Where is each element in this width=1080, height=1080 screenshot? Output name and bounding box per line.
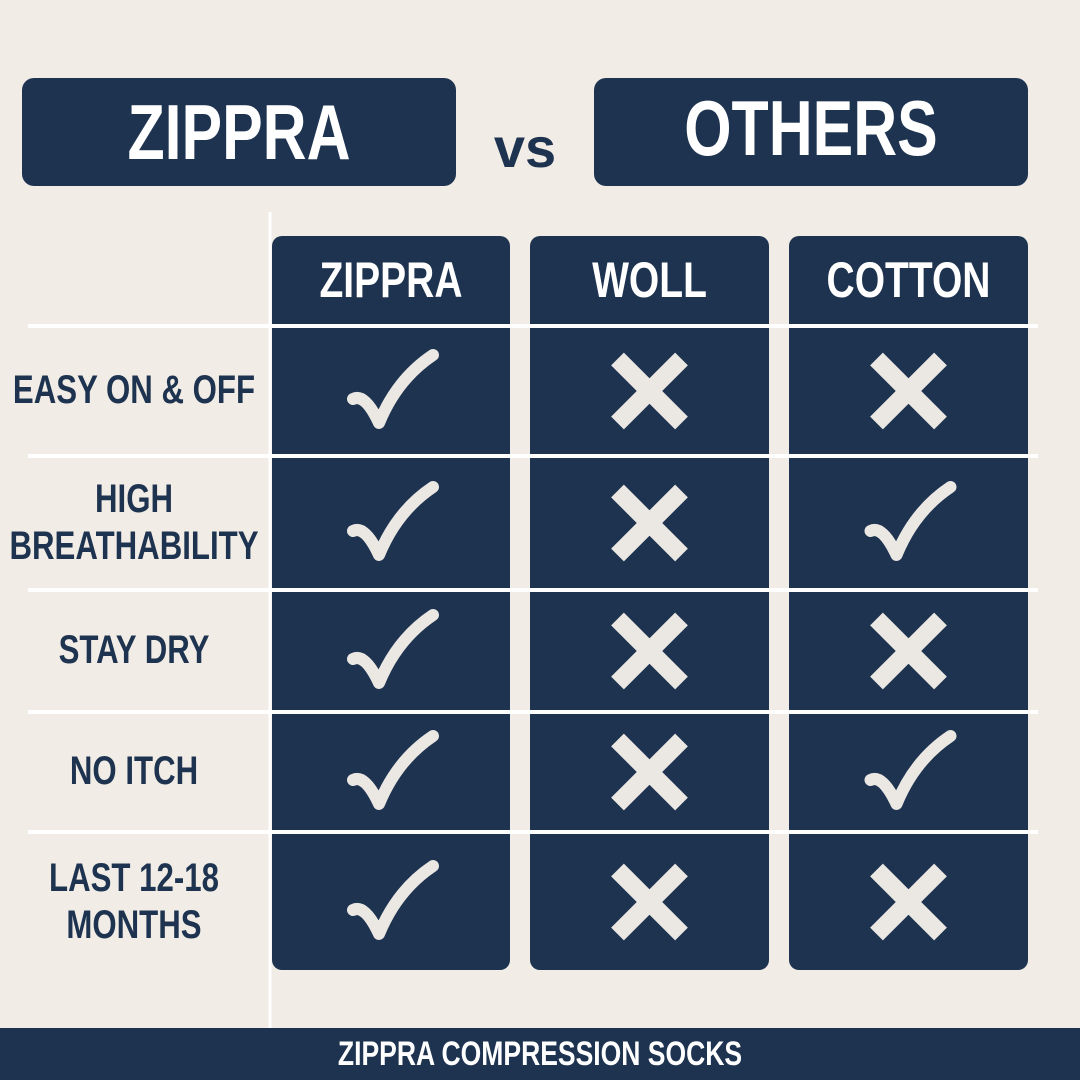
cross-mark [611,863,688,941]
column-block [272,236,510,970]
column-header: COTTON [826,251,991,308]
left-title: ZIPPRA [127,87,351,176]
row-label: NO ITCH [69,749,199,794]
cross-stroke [611,484,688,562]
cross-stroke [611,352,688,430]
cross-mark [870,612,947,690]
right-title: OTHERS [684,83,938,172]
column-block [789,236,1028,970]
footer-bar [0,1028,1080,1080]
vs-label: vs [493,115,557,179]
column-header: WOLL [592,251,707,308]
cross-mark [611,484,688,562]
cross-mark [611,612,688,690]
check-mark [864,481,957,561]
check-mark [347,860,439,940]
cross-mark [611,352,688,430]
left-badge [22,78,456,186]
check-mark [864,730,957,810]
check-mark [347,481,439,561]
check-mark [347,730,439,810]
check-mark [347,349,439,429]
right-badge [594,78,1028,186]
row-label: STAY DRY [58,628,210,673]
cross-stroke [870,863,947,941]
row-label: LAST 12-18 MONTHS [49,855,219,947]
cross-stroke [870,612,947,690]
cross-stroke [611,612,688,690]
column-block [530,236,769,970]
cross-mark [870,863,947,941]
row-label: HIGH BREATHABILITY [9,476,259,568]
row-label: EASY ON & OFF [12,368,256,413]
cross-mark [870,352,947,430]
cross-stroke [870,352,947,430]
footer-text: ZIPPRA COMPRESSION SOCKS [337,1034,743,1073]
cross-mark [611,733,688,811]
cross-stroke [611,733,688,811]
column-header: ZIPPRA [319,251,463,308]
check-mark [347,609,439,689]
cross-stroke [611,863,688,941]
